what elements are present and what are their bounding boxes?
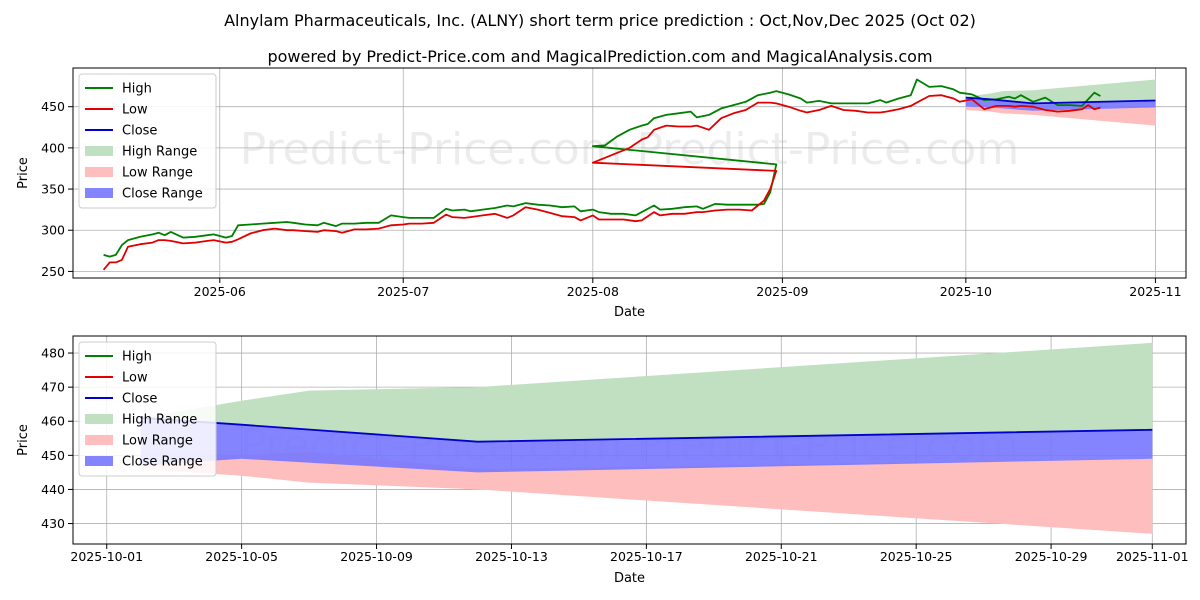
x-tick-label: 2025-08 bbox=[567, 284, 619, 299]
y-tick-label: 470 bbox=[41, 380, 65, 395]
high-range-area bbox=[140, 342, 1153, 442]
legend-swatch bbox=[85, 188, 113, 198]
legend-label: Close bbox=[122, 392, 157, 407]
legend-label: Low Range bbox=[122, 166, 193, 181]
x-tick-label: 2025-10-13 bbox=[475, 549, 548, 564]
plot-area bbox=[140, 342, 1153, 534]
legend-swatch bbox=[85, 414, 113, 424]
x-tick-label: 2025-06 bbox=[194, 284, 246, 299]
legend: High Low Close High Range Low Range Close Ran… bbox=[78, 341, 217, 477]
legend-swatch bbox=[85, 146, 113, 156]
x-axis-label: Date bbox=[614, 305, 645, 320]
y-tick-label: 460 bbox=[41, 414, 65, 429]
legend-box bbox=[78, 341, 217, 477]
legend-swatch bbox=[85, 435, 113, 445]
legend-label: High Range bbox=[122, 413, 197, 428]
y-axis-label: Price bbox=[16, 157, 31, 189]
x-tick-label: 2025-10-25 bbox=[880, 549, 953, 564]
x-tick-label: 2025-10-29 bbox=[1015, 549, 1088, 564]
legend-label: Close bbox=[122, 124, 157, 139]
plot-area bbox=[102, 78, 1156, 271]
legend-label: Low Range bbox=[122, 434, 193, 449]
legend-label: Close Range bbox=[122, 187, 203, 202]
close-series-line bbox=[965, 96, 1156, 105]
x-axis-label: Date bbox=[614, 571, 645, 586]
y-tick-label: 450 bbox=[41, 99, 65, 114]
legend-label: High bbox=[122, 350, 152, 365]
x-tick-label: 2025-10-17 bbox=[610, 549, 683, 564]
x-tick-label: 2025-10-05 bbox=[205, 549, 278, 564]
legend-swatch bbox=[85, 456, 113, 466]
x-tick-label: 2025-09 bbox=[756, 284, 808, 299]
low-series-line bbox=[102, 94, 1101, 271]
x-tick-label: 2025-07 bbox=[377, 284, 429, 299]
x-tick-label: 2025-10-01 bbox=[70, 549, 143, 564]
close-range-area bbox=[140, 417, 1153, 473]
legend-label: Close Range bbox=[122, 455, 203, 470]
y-tick-label: 400 bbox=[41, 140, 65, 155]
low-range-area bbox=[965, 105, 1156, 126]
legend-swatch bbox=[85, 167, 113, 177]
y-axis-label: Price bbox=[16, 424, 31, 456]
chart-title: Alnylam Pharmaceuticals, Inc. (ALNY) sho… bbox=[224, 11, 976, 30]
legend-label: Low bbox=[122, 103, 148, 118]
legend-label: High Range bbox=[122, 145, 197, 160]
x-tick-label: 2025-11 bbox=[1129, 284, 1181, 299]
low-range-area bbox=[140, 451, 1153, 534]
y-tick-label: 450 bbox=[41, 448, 65, 463]
axes-frame bbox=[72, 67, 1187, 279]
y-tick-label: 300 bbox=[41, 223, 65, 238]
y-tick-label: 440 bbox=[41, 482, 65, 497]
legend-box bbox=[78, 73, 217, 209]
x-tick-label: 2025-10 bbox=[940, 284, 992, 299]
y-tick-label: 430 bbox=[41, 516, 65, 531]
y-tick-label: 480 bbox=[41, 346, 65, 361]
legend-label: High bbox=[122, 82, 152, 97]
chart-subtitle: powered by Predict-Price.com and Magical… bbox=[267, 47, 932, 66]
forecast-panel: Predict-Price.com Predict-Price.com2025-… bbox=[16, 335, 1189, 586]
y-tick-label: 350 bbox=[41, 182, 65, 197]
legend-label: Low bbox=[122, 371, 148, 386]
legend: High Low Close High Range Low Range Close Ran… bbox=[78, 73, 217, 209]
axes-frame bbox=[72, 335, 1187, 545]
y-tick-label: 250 bbox=[41, 264, 65, 279]
high-series-line bbox=[103, 78, 1101, 258]
x-tick-label: 2025-11-01 bbox=[1116, 549, 1189, 564]
x-tick-label: 2025-10-21 bbox=[745, 549, 818, 564]
x-tick-label: 2025-10-09 bbox=[340, 549, 413, 564]
history-panel: Predict-Price.com Predict-Price.com2025-… bbox=[16, 67, 1187, 320]
